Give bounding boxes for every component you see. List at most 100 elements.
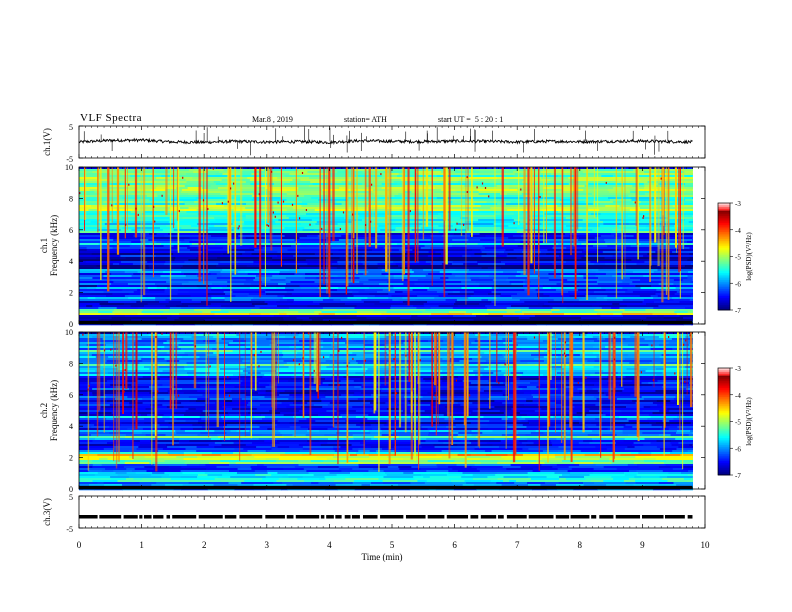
spectrogram-impulse	[431, 167, 433, 227]
colorbar-cell	[718, 279, 730, 282]
spectrogram-cell	[299, 340, 317, 343]
spectrogram-cell	[112, 366, 145, 369]
spectrogram-cell	[584, 255, 614, 258]
spectrogram-cell	[400, 267, 423, 270]
spectrogram-cell	[417, 251, 430, 254]
spectrogram-cell	[605, 456, 636, 459]
spectrogram-cell	[79, 336, 93, 339]
spectrogram-cell	[495, 173, 516, 176]
spectrogram-cell	[420, 442, 444, 445]
spectrogram-cell	[555, 271, 563, 274]
spectrogram-cell	[134, 406, 168, 409]
spectrogram-cell	[363, 273, 382, 276]
spectrogram-cell	[575, 215, 597, 218]
spectrogram-cell	[178, 344, 195, 347]
spectrogram-cell	[323, 346, 338, 349]
spectrogram-cell	[549, 185, 586, 188]
spectrogram-cell	[264, 440, 278, 443]
spectrogram-cell	[346, 187, 354, 190]
spectrogram-cell	[485, 315, 504, 318]
spectrogram-cell	[459, 179, 469, 182]
spectrogram-cell	[465, 446, 476, 449]
spectrogram-cell	[468, 227, 501, 230]
spectrogram-cell	[565, 259, 601, 262]
spectrogram-cell	[418, 456, 443, 459]
spectrogram-cell	[156, 442, 180, 445]
spectrogram-cell	[451, 388, 471, 391]
spectrogram-cell	[563, 317, 582, 320]
spectrogram-cell	[463, 263, 479, 266]
colorbar-cell	[718, 249, 730, 252]
spectrogram-cell	[685, 305, 693, 308]
spectrogram-impulse	[621, 167, 623, 280]
spectrogram-cell	[79, 350, 91, 353]
spectrogram-cell	[522, 448, 529, 451]
spectrogram-cell	[240, 205, 275, 208]
spectrogram-cell	[346, 448, 353, 451]
spectrogram-cell	[565, 217, 599, 220]
spectrogram-cell	[338, 287, 370, 290]
spectrogram-cell	[279, 422, 291, 425]
spectrogram-cell	[655, 293, 666, 296]
spectrogram-cell	[79, 388, 93, 391]
spectrogram-cell	[283, 456, 317, 459]
spectrogram-cell	[386, 311, 410, 314]
spectrogram-cell	[133, 432, 143, 435]
spectrogram-cell	[481, 356, 505, 359]
spectrogram-cell	[106, 418, 115, 421]
spectrogram-cell	[651, 285, 677, 288]
spectrogram-cell	[79, 434, 92, 437]
spectrogram-cell	[127, 410, 158, 413]
spectrogram-cell	[621, 352, 639, 355]
spectrogram-cell	[299, 211, 321, 214]
spectrogram-cell	[120, 255, 157, 258]
spectrogram-cell	[351, 444, 366, 447]
spectrogram-cell	[208, 259, 236, 262]
spectrogram-cell	[439, 271, 468, 274]
spectrogram-cell	[542, 285, 563, 288]
spectrogram-cell	[112, 263, 120, 266]
spectrogram-cell	[648, 414, 685, 417]
spectrogram-cell	[595, 404, 628, 407]
spectrogram-cell	[420, 227, 435, 230]
spectrogram-cell	[240, 171, 268, 174]
spectrogram-cell	[147, 414, 155, 417]
spectrogram-dot	[221, 202, 223, 205]
spectrogram-cell	[416, 384, 435, 387]
spectrogram-cell	[386, 370, 409, 373]
spectrogram-cell	[136, 227, 161, 230]
spectrogram-cell	[157, 185, 186, 188]
spectrogram-cell	[652, 402, 665, 405]
spectrogram-cell	[676, 235, 693, 238]
spectrogram-impulse	[326, 167, 328, 294]
spectrogram-cell	[606, 450, 643, 453]
spectrogram-cell	[173, 253, 202, 256]
spectrogram-cell	[151, 450, 159, 453]
spectrogram-cell	[496, 259, 525, 262]
spectrogram-impulse	[635, 167, 637, 227]
spectrogram-cell	[625, 227, 635, 230]
spectrogram-cell	[151, 167, 172, 170]
spectrogram-cell	[143, 257, 157, 260]
spectrogram-cell	[318, 360, 327, 363]
spectrogram-cell	[85, 201, 104, 204]
spectrogram-cell	[361, 384, 382, 387]
spectrogram-cell	[214, 430, 231, 433]
spectrogram-cell	[109, 408, 147, 411]
spectrogram-cell	[609, 396, 643, 399]
spectrogram-cell	[659, 344, 690, 347]
spectrogram-cell	[167, 452, 185, 455]
spectrogram-cell	[390, 307, 417, 310]
spectrogram-cell	[96, 287, 110, 290]
spectrogram-cell	[518, 317, 531, 320]
spectrogram-cell	[475, 446, 500, 449]
spectrogram-cell	[668, 436, 693, 439]
spectrogram-cell	[178, 231, 208, 234]
spectrogram-impulse	[661, 167, 664, 303]
spectrogram-cell	[294, 257, 312, 260]
spectrogram-cell	[456, 368, 485, 371]
spectrogram-cell	[466, 177, 498, 180]
spectrogram-cell	[503, 412, 514, 415]
spectrogram-cell	[479, 277, 509, 280]
spectrogram-cell	[332, 263, 339, 266]
